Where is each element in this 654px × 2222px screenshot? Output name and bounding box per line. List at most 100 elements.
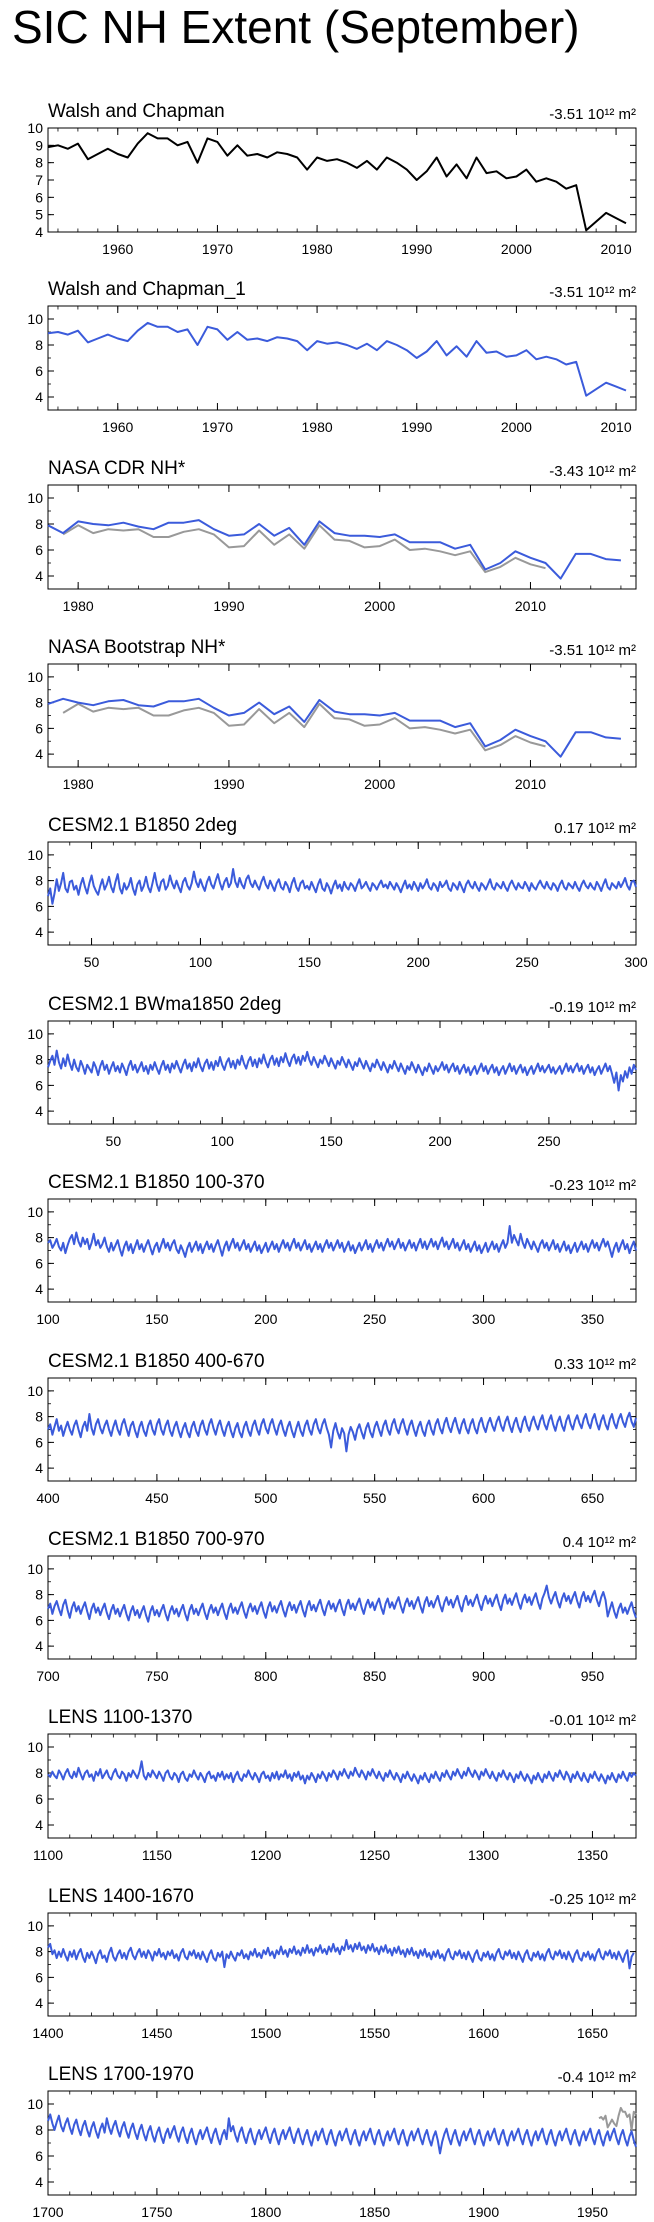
y-tick-label: 10 — [27, 1561, 43, 1577]
x-tick-label: 2000 — [501, 419, 532, 435]
x-tick-label: 2010 — [600, 419, 631, 435]
y-tick-label: 4 — [35, 1817, 43, 1833]
y-tick-label: 4 — [35, 1460, 43, 1476]
y-tick-label: 6 — [35, 1434, 43, 1450]
x-tick-label: 1900 — [468, 2204, 499, 2220]
x-tick-label: 450 — [145, 1490, 169, 1506]
x-tick-label: 1400 — [32, 2025, 63, 2041]
plot-frame — [47, 484, 637, 590]
chart-title: LENS 1100-1370 — [48, 1707, 192, 1728]
series-line-secondary — [62, 524, 546, 574]
x-tick-label: 1700 — [32, 2204, 63, 2220]
series-line-observed — [47, 132, 627, 232]
y-tick-label: 8 — [35, 1409, 43, 1425]
y-tick-label: 4 — [35, 568, 43, 584]
y-tick-label: 6 — [35, 2148, 43, 2164]
chart-title: CESM2.1 BWma1850 2deg — [48, 994, 281, 1015]
x-tick-label: 2010 — [515, 598, 546, 614]
trend-label: -0.23 10¹² m² — [549, 1177, 636, 1194]
trend-label: -0.25 10¹² m² — [549, 1891, 636, 1908]
series-line-primary — [47, 697, 621, 758]
x-tick-label: 1970 — [202, 241, 233, 257]
x-tick-label: 1990 — [213, 776, 244, 792]
chart-title: NASA CDR NH* — [48, 458, 186, 479]
x-tick-label: 150 — [145, 1311, 169, 1327]
x-tick-label: 100 — [211, 1133, 235, 1149]
series-line-primary — [47, 321, 627, 397]
x-tick-label: 2000 — [364, 776, 395, 792]
y-tick-label: 10 — [27, 490, 43, 506]
y-tick-label: 8 — [35, 1230, 43, 1246]
x-tick-label: 1450 — [141, 2025, 172, 2041]
y-tick-label: 8 — [35, 873, 43, 889]
plot-frame — [47, 1020, 637, 1125]
x-tick-label: 100 — [189, 954, 213, 970]
x-tick-label: 1650 — [577, 2025, 608, 2041]
series-line-primary — [47, 1049, 637, 1092]
series-line-primary — [47, 1225, 637, 1258]
x-tick-label: 1150 — [142, 1847, 172, 1863]
x-tick-label: 300 — [472, 1311, 496, 1327]
x-tick-label: 1950 — [577, 2204, 608, 2220]
x-tick-label: 300 — [624, 954, 648, 970]
chart-title: CESM2.1 B1850 700-970 — [48, 1529, 265, 1550]
series-line-primary — [47, 1584, 637, 1623]
x-tick-label: 1980 — [302, 241, 333, 257]
x-tick-label: 800 — [254, 1668, 278, 1684]
x-tick-label: 750 — [145, 1668, 169, 1684]
chart-title: LENS 1400-1670 — [48, 1886, 194, 1907]
x-tick-label: 400 — [36, 1490, 60, 1506]
x-tick-label: 950 — [581, 1668, 605, 1684]
x-tick-label: 100 — [36, 1311, 60, 1327]
chart-title: NASA Bootstrap NH* — [48, 637, 226, 658]
trend-label: -3.51 10¹² m² — [549, 642, 636, 659]
y-tick-label: 9 — [35, 137, 43, 153]
x-tick-label: 1750 — [141, 2204, 172, 2220]
plot-frame — [47, 1912, 637, 2017]
y-tick-label: 4 — [35, 1638, 43, 1654]
x-tick-label: 850 — [363, 1668, 387, 1684]
x-tick-label: 1500 — [250, 2025, 281, 2041]
trend-label: -3.51 10¹² m² — [549, 106, 636, 123]
x-tick-label: 350 — [581, 1311, 605, 1327]
x-tick-label: 250 — [537, 1133, 561, 1149]
y-tick-label: 8 — [35, 516, 43, 532]
y-tick-label: 7 — [35, 172, 43, 188]
plot-frame — [47, 663, 637, 768]
y-tick-label: 6 — [35, 1612, 43, 1628]
y-tick-label: 10 — [27, 847, 43, 863]
x-tick-label: 500 — [254, 1490, 278, 1506]
x-tick-label: 2000 — [364, 598, 395, 614]
trend-label: 0.17 10¹² m² — [554, 820, 636, 837]
plot-frame — [47, 1198, 637, 1303]
x-tick-label: 1990 — [401, 419, 432, 435]
trend-label: -0.19 10¹² m² — [549, 999, 636, 1016]
y-tick-label: 6 — [35, 1969, 43, 1985]
chart-title: Walsh and Chapman_1 — [48, 279, 246, 300]
y-tick-label: 6 — [35, 720, 43, 736]
series-line-primary — [47, 1939, 635, 1970]
x-tick-label: 1100 — [33, 1847, 63, 1863]
series-line-primary — [47, 1411, 637, 1453]
x-tick-label: 200 — [254, 1311, 278, 1327]
x-tick-label: 1550 — [359, 2025, 390, 2041]
series-line-secondary — [62, 702, 546, 752]
x-tick-label: 1990 — [213, 598, 244, 614]
series-line-primary — [47, 519, 621, 580]
y-tick-label: 10 — [27, 1918, 43, 1934]
y-tick-label: 8 — [35, 1765, 43, 1781]
y-tick-label: 4 — [35, 746, 43, 762]
x-tick-label: 650 — [581, 1490, 605, 1506]
x-tick-label: 1980 — [63, 776, 94, 792]
plot-frame — [47, 127, 637, 233]
y-tick-label: 8 — [35, 337, 43, 353]
chart-title: CESM2.1 B1850 400-670 — [48, 1351, 265, 1372]
y-tick-label: 10 — [27, 1739, 43, 1755]
trend-label: 0.4 10¹² m² — [563, 1534, 636, 1551]
x-tick-label: 200 — [428, 1133, 452, 1149]
y-tick-label: 10 — [27, 2096, 43, 2112]
trend-label: -0.4 10¹² m² — [558, 2069, 636, 2086]
chart-title: LENS 1700-1970 — [48, 2064, 194, 2085]
y-tick-label: 4 — [35, 1281, 43, 1297]
